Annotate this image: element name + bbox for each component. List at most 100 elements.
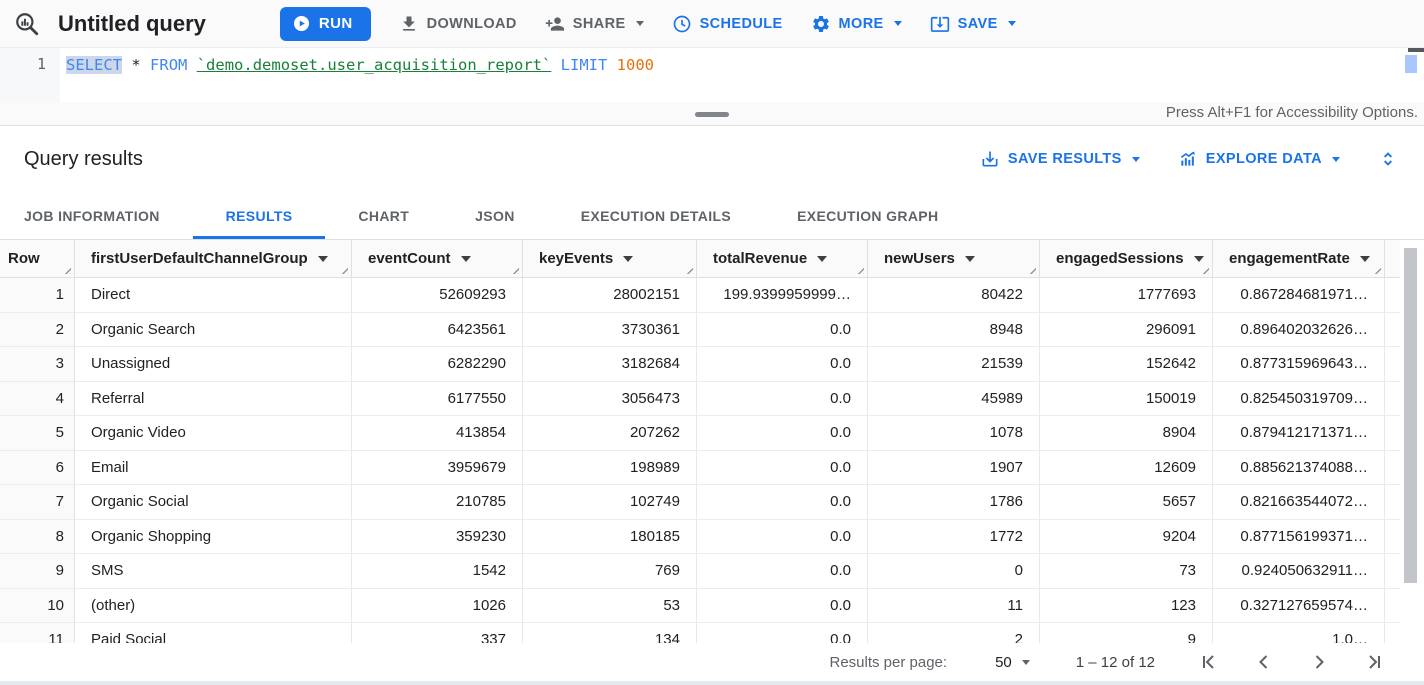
schedule-button[interactable]: SCHEDULE	[672, 14, 783, 34]
column-label: engagementRate	[1229, 250, 1350, 267]
column-resize-handle[interactable]	[339, 265, 348, 274]
previous-page-button[interactable]	[1252, 650, 1276, 674]
column-header-keyEvents[interactable]: keyEvents	[523, 240, 697, 278]
cell-keyEvents: 198989	[523, 450, 697, 485]
results-actions: SAVE RESULTS EXPLORE DATA	[980, 149, 1398, 169]
column-resize-handle[interactable]	[1200, 265, 1209, 274]
column-resize-handle[interactable]	[62, 265, 71, 274]
cell-newUsers: 21539	[868, 347, 1040, 382]
run-button[interactable]: RUN	[279, 6, 371, 41]
editor-scrollbar-thumb[interactable]	[1405, 55, 1417, 73]
column-header-totalRevenue[interactable]: totalRevenue	[697, 240, 868, 278]
toolbar-actions: RUN DOWNLOAD SHARE SCHEDULE	[279, 6, 1016, 41]
save-button[interactable]: SAVE	[930, 14, 1016, 34]
cell-engagementRate: 0.896402032626…	[1213, 312, 1385, 347]
column-label: newUsers	[884, 250, 955, 267]
results-grid: Row firstUserDefaultChannelGroup eventCoun…	[0, 240, 1418, 643]
last-page-icon	[1369, 655, 1380, 669]
line-number: 1	[36, 55, 46, 73]
tab-execution-graph[interactable]: EXECUTION GRAPH	[797, 207, 939, 224]
sql-code-line[interactable]: SELECT * FROM `demo.demoset.user_acquisi…	[60, 48, 654, 102]
explore-data-button[interactable]: EXPLORE DATA	[1178, 149, 1340, 169]
sql-token-keyword: SELECT	[66, 56, 122, 74]
tab-chart[interactable]: CHART	[358, 207, 410, 224]
cell-engagementRate: 0.879412171371…	[1213, 416, 1385, 451]
sql-token-table: `demo.demoset.user_acquisition_report`	[196, 56, 552, 74]
query-results-header: Query results SAVE RESULTS EXPLORE DATA	[0, 126, 1424, 192]
column-resize-handle[interactable]	[684, 265, 693, 274]
sql-token-plain	[607, 56, 616, 74]
sql-token-plain: *	[131, 56, 141, 74]
column-header-engagedSessions[interactable]: engagedSessions	[1040, 240, 1213, 278]
column-resize-handle[interactable]	[510, 265, 519, 274]
page-size-select[interactable]: 50	[995, 654, 1030, 671]
column-header-newUsers[interactable]: newUsers	[868, 240, 1040, 278]
sort-caret-icon[interactable]	[964, 255, 975, 262]
sql-editor[interactable]: 1 SELECT * FROM `demo.demoset.user_acqui…	[0, 48, 1424, 102]
row-number: 7	[0, 485, 75, 520]
save-results-caret-icon	[1131, 156, 1140, 162]
tab-json[interactable]: JSON	[475, 207, 515, 224]
tab-results[interactable]: RESULTS	[192, 192, 326, 239]
cell-engagedSessions: 12609	[1040, 450, 1213, 485]
sort-caret-icon[interactable]	[1359, 255, 1370, 262]
results-per-page-label: Results per page:	[829, 653, 948, 671]
line-number-gutter: 1	[0, 48, 60, 102]
first-page-button[interactable]	[1197, 650, 1221, 674]
cell-totalRevenue: 0.0	[697, 485, 868, 520]
cell-firstUserDefaultChannelGroup: Organic Shopping	[75, 519, 352, 554]
column-header-engagementRate[interactable]: engagementRate	[1213, 240, 1385, 278]
splitter-drag-handle[interactable]	[695, 112, 729, 117]
query-toolbar: Untitled query RUN DOWNLOAD SHARE	[0, 0, 1424, 48]
cell-eventCount: 1026	[352, 588, 523, 623]
cell-eventCount: 413854	[352, 416, 523, 451]
cell-keyEvents: 134	[523, 623, 697, 643]
cell-newUsers: 1078	[868, 416, 1040, 451]
cell-eventCount: 210785	[352, 485, 523, 520]
accessibility-hint: Press Alt+F1 for Accessibility Options.	[1165, 104, 1418, 121]
more-button[interactable]: MORE	[811, 14, 902, 34]
cell-engagementRate: 0.867284681971…	[1213, 278, 1385, 313]
results-tab-bar: JOB INFORMATION RESULTS CHART JSON EXECUTION…	[0, 192, 1424, 240]
cell-eventCount: 6282290	[352, 347, 523, 382]
cell-keyEvents: 102749	[523, 485, 697, 520]
row-number: 2	[0, 312, 75, 347]
next-page-button[interactable]	[1307, 650, 1331, 674]
expand-collapse-button[interactable]	[1378, 149, 1398, 169]
sort-caret-icon[interactable]	[623, 255, 634, 262]
table-scrollbar-thumb[interactable]	[1404, 248, 1417, 583]
column-resize-handle[interactable]	[1027, 265, 1036, 274]
cell-engagedSessions: 152642	[1040, 347, 1213, 382]
more-caret-icon	[893, 21, 902, 26]
column-label: eventCount	[368, 250, 451, 267]
column-header-eventCount[interactable]: eventCount	[352, 240, 523, 278]
explore-data-caret-icon	[1332, 156, 1340, 162]
tab-execution-details[interactable]: EXECUTION DETAILS	[580, 207, 732, 224]
sort-caret-icon[interactable]	[460, 255, 471, 262]
cell-firstUserDefaultChannelGroup: Unassigned	[75, 347, 352, 382]
column-resize-handle[interactable]	[1372, 265, 1381, 274]
query-title: Untitled query	[58, 10, 206, 36]
cell-engagementRate: 0.877315969643…	[1213, 347, 1385, 382]
pagination-controls	[1197, 650, 1386, 674]
last-page-button[interactable]	[1362, 650, 1386, 674]
column-header-firstUserDefaultChannelGroup[interactable]: firstUserDefaultChannelGroup	[75, 240, 352, 278]
row-number: 6	[0, 450, 75, 485]
download-button[interactable]: DOWNLOAD	[399, 14, 517, 34]
column-resize-handle[interactable]	[855, 265, 864, 274]
cell-keyEvents: 207262	[523, 416, 697, 451]
tab-job-information[interactable]: JOB INFORMATION	[24, 207, 160, 224]
share-button[interactable]: SHARE	[545, 14, 644, 34]
row-number: 10	[0, 588, 75, 623]
cell-engagedSessions: 150019	[1040, 381, 1213, 416]
cell-firstUserDefaultChannelGroup: (other)	[75, 588, 352, 623]
chevron-left-icon	[1259, 655, 1268, 669]
sort-caret-icon[interactable]	[317, 255, 328, 262]
sort-caret-icon[interactable]	[1193, 255, 1204, 262]
play-circle-icon	[293, 15, 309, 32]
sort-caret-icon[interactable]	[817, 255, 828, 262]
save-results-button[interactable]: SAVE RESULTS	[980, 149, 1140, 169]
query-magnifier-icon	[16, 12, 39, 35]
cell-engagementRate: 0.327127659574…	[1213, 588, 1385, 623]
